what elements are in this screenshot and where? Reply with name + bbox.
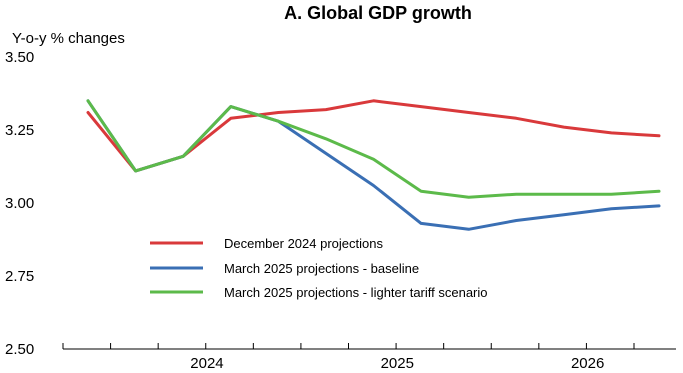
x-tick-label: 2026 [571, 355, 604, 372]
legend-label: March 2025 projections - lighter tariff … [224, 285, 488, 300]
legend: December 2024 projections March 2025 proj… [150, 236, 488, 300]
y-tick-label: 2.75 [5, 268, 34, 285]
chart-title: A. Global GDP growth [284, 3, 472, 23]
x-axis-tick-marks [62, 343, 635, 349]
x-tick-label: 2024 [190, 355, 223, 372]
y-tick-label: 3.50 [5, 49, 34, 66]
y-axis-label: Y-o-y % changes [12, 30, 125, 47]
y-tick-label: 2.50 [5, 341, 34, 358]
series-lines [86, 99, 661, 231]
series-line-2 [86, 99, 661, 231]
y-tick-label: 3.25 [5, 122, 34, 139]
legend-label: March 2025 projections - baseline [224, 261, 419, 276]
y-tick-label: 3.00 [5, 195, 34, 212]
legend-label: December 2024 projections [224, 236, 383, 251]
series-line-3 [86, 99, 661, 199]
x-tick-label: 2025 [381, 355, 414, 372]
x-axis-labels: 2024 2025 2026 [190, 355, 604, 372]
y-axis-ticks: 3.50 3.25 3.00 2.75 2.50 [5, 49, 34, 358]
